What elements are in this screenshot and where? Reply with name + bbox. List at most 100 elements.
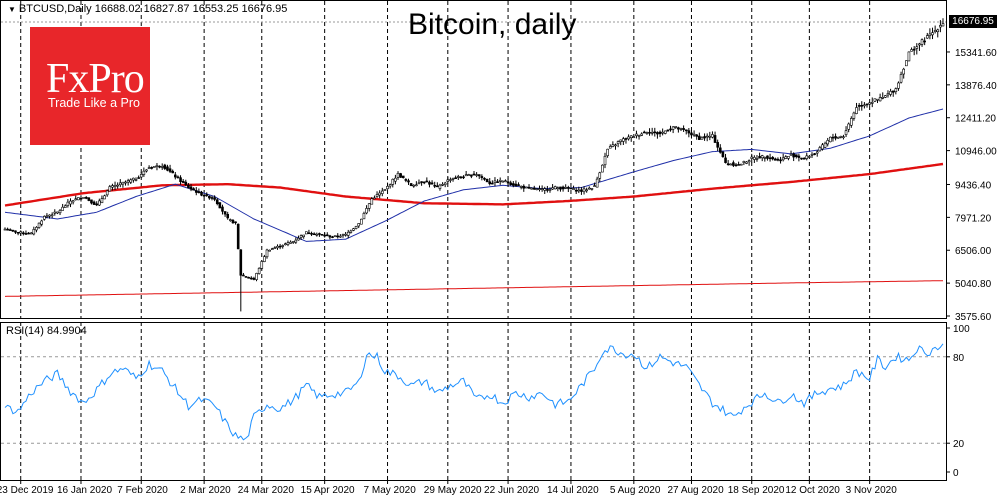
rsi-panel-frame bbox=[0, 322, 947, 481]
candle-body bbox=[800, 157, 803, 160]
candle-body bbox=[291, 241, 295, 243]
candle-body bbox=[111, 185, 114, 188]
candle-body bbox=[16, 231, 20, 234]
candle-body bbox=[415, 184, 418, 187]
candle-body bbox=[223, 211, 227, 215]
candle-body bbox=[527, 186, 531, 189]
candle-body bbox=[802, 157, 806, 160]
candle-body bbox=[823, 142, 827, 148]
candle-body bbox=[897, 82, 900, 89]
candle-body bbox=[153, 166, 156, 168]
candle-body bbox=[373, 197, 376, 200]
candle-body bbox=[176, 176, 180, 179]
candle-body bbox=[268, 249, 271, 252]
candle-body bbox=[242, 274, 245, 277]
candle-body bbox=[684, 129, 688, 132]
candle-body bbox=[732, 162, 735, 166]
candle-body bbox=[362, 213, 366, 220]
candle-body bbox=[682, 128, 685, 130]
candle-body bbox=[839, 136, 843, 138]
candle-body bbox=[553, 186, 557, 190]
candle-body bbox=[876, 98, 879, 101]
candle-body bbox=[546, 189, 549, 191]
candle-body bbox=[302, 234, 305, 237]
candle-body bbox=[312, 233, 316, 236]
candle-body bbox=[221, 206, 224, 212]
candle-body bbox=[564, 187, 568, 189]
candle-body bbox=[375, 194, 379, 197]
main-panel-frame bbox=[0, 0, 947, 319]
candle-body bbox=[29, 232, 33, 235]
candle-body bbox=[559, 186, 562, 190]
candle-body bbox=[234, 221, 237, 224]
candle-body bbox=[703, 136, 706, 139]
candle-body bbox=[601, 164, 604, 173]
candle-body bbox=[61, 206, 64, 211]
candle-body bbox=[635, 133, 638, 136]
candle-body bbox=[37, 222, 41, 228]
candle-body bbox=[181, 180, 185, 183]
candle-body bbox=[643, 131, 646, 134]
candle-body bbox=[844, 130, 848, 135]
candle-body bbox=[656, 132, 659, 135]
candle-body bbox=[436, 185, 439, 188]
candle-body bbox=[671, 126, 675, 130]
candle-body bbox=[713, 135, 717, 143]
candle-body bbox=[113, 184, 117, 188]
candle-body bbox=[40, 220, 43, 225]
candle-body bbox=[472, 173, 476, 176]
candle-body bbox=[446, 179, 450, 182]
candle-body bbox=[168, 168, 172, 172]
candle-body bbox=[323, 234, 326, 237]
rsi-tick-label: 80 bbox=[953, 353, 965, 364]
candle-body bbox=[928, 33, 932, 37]
candle-body bbox=[933, 30, 937, 33]
candle-body bbox=[829, 136, 832, 143]
candle-body bbox=[637, 135, 641, 137]
rsi-tick-label: 0 bbox=[953, 468, 959, 479]
candle-body bbox=[297, 237, 300, 241]
candle-body bbox=[328, 235, 332, 238]
candle-body bbox=[779, 159, 782, 162]
candle-body bbox=[265, 249, 269, 258]
candle-body bbox=[341, 234, 345, 236]
candle-body bbox=[142, 170, 146, 175]
ma-fast-line bbox=[4, 108, 944, 242]
candle-body bbox=[53, 211, 57, 214]
candle-body bbox=[396, 172, 400, 178]
candle-body bbox=[77, 197, 80, 201]
candle-body bbox=[14, 230, 17, 233]
candle-body bbox=[244, 276, 248, 278]
candle-body bbox=[787, 155, 790, 159]
candle-body bbox=[98, 200, 101, 206]
candle-body bbox=[774, 158, 777, 161]
candle-body bbox=[27, 232, 30, 235]
candle-body bbox=[294, 239, 298, 243]
candle-body bbox=[878, 97, 882, 102]
candle-body bbox=[433, 185, 436, 187]
candle-body bbox=[556, 187, 560, 190]
candle-body bbox=[404, 179, 408, 181]
candle-body bbox=[860, 104, 864, 107]
logo-tagline: Trade Like a Pro bbox=[48, 96, 140, 110]
candle-body bbox=[56, 211, 59, 214]
candle-body bbox=[213, 197, 216, 200]
x-tick-label: 16 Jan 2020 bbox=[57, 485, 112, 496]
candle-body bbox=[121, 181, 125, 185]
candle-body bbox=[886, 93, 890, 96]
candle-body bbox=[467, 174, 471, 176]
grid-layer bbox=[1, 1, 946, 480]
candle-body bbox=[760, 155, 764, 159]
candle-body bbox=[622, 138, 625, 142]
candle-body bbox=[155, 165, 159, 167]
candle-body bbox=[74, 198, 78, 201]
candle-body bbox=[776, 158, 780, 161]
candle-body bbox=[95, 203, 99, 206]
candle-body bbox=[506, 181, 510, 184]
candle-body bbox=[226, 214, 230, 219]
candle-body bbox=[567, 187, 570, 189]
candle-body bbox=[771, 157, 774, 160]
x-tick-label: 29 May 2020 bbox=[424, 485, 482, 496]
candle-body bbox=[100, 198, 104, 204]
